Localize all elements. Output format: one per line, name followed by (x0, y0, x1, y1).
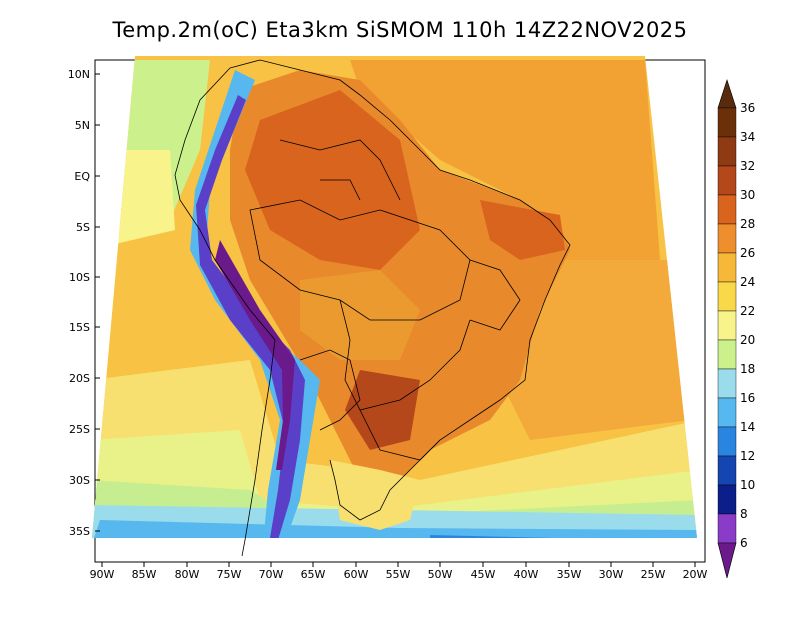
colorbar-label-12: 12 (740, 449, 755, 463)
svg-text:55W: 55W (386, 568, 411, 581)
svg-text:5N: 5N (75, 119, 90, 132)
colorbar-label-34: 34 (740, 130, 755, 144)
lat-tick-5n: 5N (75, 119, 100, 132)
colorbar-label-22: 22 (740, 304, 755, 318)
lon-tick-30w: 30W (599, 562, 624, 581)
colorbar-label-26: 26 (740, 246, 755, 260)
svg-text:75W: 75W (217, 568, 242, 581)
colorbar: 36 34 32 30 28 26 24 22 20 18 16 14 12 1… (717, 79, 755, 579)
svg-text:35W: 35W (557, 568, 582, 581)
colorbar-swatch-14-16 (717, 397, 737, 428)
lon-tick-50w: 50W (428, 562, 453, 581)
svg-text:65W: 65W (301, 568, 326, 581)
lon-tick-80w: 80W (175, 562, 200, 581)
colorbar-label-10: 10 (740, 478, 755, 492)
colorbar-swatch-8-10 (717, 484, 737, 515)
lon-tick-75w: 75W (217, 562, 242, 581)
svg-text:40W: 40W (514, 568, 539, 581)
lon-tick-70w: 70W (259, 562, 284, 581)
svg-text:35S: 35S (69, 525, 90, 538)
colorbar-swatch-18-20 (717, 339, 737, 370)
svg-text:90W: 90W (90, 568, 115, 581)
colorbar-label-36: 36 (740, 101, 755, 115)
colorbar-swatch-26-28 (717, 223, 737, 254)
colorbar-label-28: 28 (740, 217, 755, 231)
coastlines (174, 59, 571, 557)
svg-text:70W: 70W (259, 568, 284, 581)
lat-tick-30s: 30S (69, 474, 100, 487)
svg-text:20S: 20S (69, 372, 90, 385)
svg-text:EQ: EQ (74, 170, 90, 183)
lon-tick-45w: 45W (471, 562, 496, 581)
svg-text:20W: 20W (683, 568, 708, 581)
lat-tick-eq: EQ (74, 170, 100, 183)
svg-text:25W: 25W (641, 568, 666, 581)
colorbar-label-24: 24 (740, 275, 755, 289)
lon-tick-65w: 65W (301, 562, 326, 581)
lat-tick-20s: 20S (69, 372, 100, 385)
colorbar-swatch-22-24 (717, 281, 737, 312)
colorbar-label-30: 30 (740, 188, 755, 202)
colorbar-label-16: 16 (740, 391, 755, 405)
lat-tick-10s: 10S (69, 271, 100, 284)
colorbar-swatch-30-32 (717, 165, 737, 196)
colorbar-label-6: 6 (740, 536, 748, 550)
lat-tick-10n: 10N (68, 68, 100, 81)
colorbar-label-20: 20 (740, 333, 755, 347)
colorbar-swatch-32-34 (717, 136, 737, 167)
colorbar-label-8: 8 (740, 507, 748, 521)
svg-text:10S: 10S (69, 271, 90, 284)
colorbar-swatch-34-36 (717, 107, 737, 138)
colorbar-top-arrow (717, 79, 737, 109)
svg-text:30W: 30W (599, 568, 624, 581)
svg-text:50W: 50W (428, 568, 453, 581)
lon-tick-25w: 25W (641, 562, 666, 581)
lon-axis: 90W 85W 80W 75W 70W 65W 60W 55W 50W 45W … (90, 562, 708, 581)
colorbar-label-18: 18 (740, 362, 755, 376)
colorbar-swatch-12-14 (717, 426, 737, 457)
lon-tick-40w: 40W (514, 562, 539, 581)
map-title: Temp.2m(oC) Eta3km SiSMOM 110h 14Z22NOV2… (112, 18, 688, 42)
lat-tick-25s: 25S (69, 423, 100, 436)
lon-tick-55w: 55W (386, 562, 411, 581)
lon-tick-85w: 85W (132, 562, 157, 581)
colorbar-bottom-arrow (717, 542, 737, 579)
svg-text:60W: 60W (344, 568, 369, 581)
colorbar-swatch-20-22 (717, 310, 737, 341)
svg-text:45W: 45W (471, 568, 496, 581)
lon-tick-20w: 20W (683, 562, 708, 581)
svg-text:30S: 30S (69, 474, 90, 487)
colorbar-swatch-24-26 (717, 252, 737, 283)
lat-tick-15s: 15S (69, 321, 100, 334)
svg-text:15S: 15S (69, 321, 90, 334)
colorbar-label-14: 14 (740, 420, 755, 434)
lat-tick-5s: 5S (76, 221, 100, 234)
svg-text:10N: 10N (68, 68, 90, 81)
svg-text:25S: 25S (69, 423, 90, 436)
lon-tick-90w: 90W (90, 562, 115, 581)
lon-tick-35w: 35W (557, 562, 582, 581)
svg-text:85W: 85W (132, 568, 157, 581)
lon-tick-60w: 60W (344, 562, 369, 581)
colorbar-swatch-6-8 (717, 513, 737, 544)
colorbar-swatch-28-30 (717, 194, 737, 225)
colorbar-swatch-16-18 (717, 368, 737, 399)
colorbar-swatch-10-12 (717, 455, 737, 486)
lat-tick-35s: 35S (69, 525, 100, 538)
svg-text:80W: 80W (175, 568, 200, 581)
lat-axis: 10N 5N EQ 5S 10S 15S 20S 25S 30S 35S (68, 68, 100, 538)
svg-text:5S: 5S (76, 221, 90, 234)
colorbar-label-32: 32 (740, 159, 755, 173)
